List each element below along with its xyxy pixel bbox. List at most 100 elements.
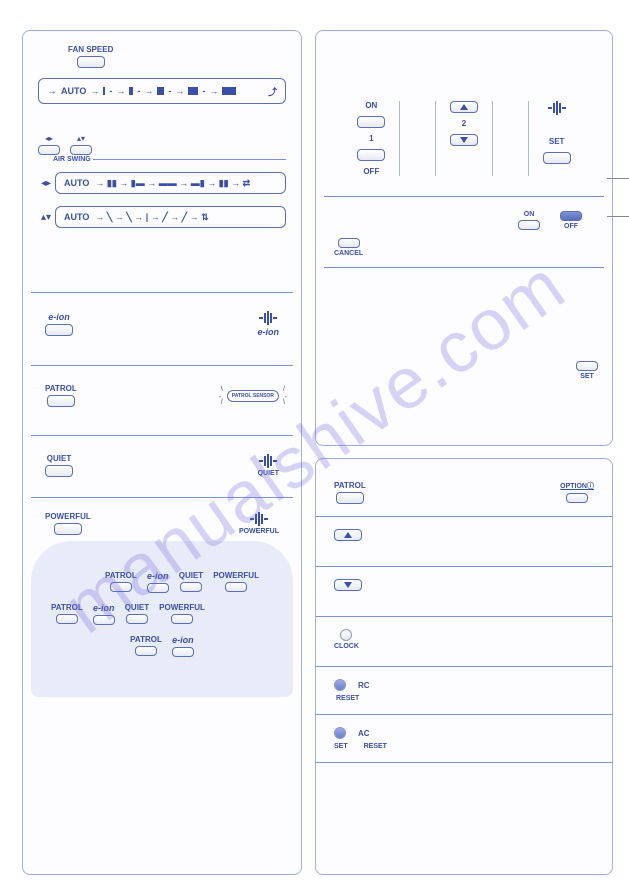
swing-v-auto: AUTO [64, 212, 89, 222]
cancel-label: CANCEL [334, 250, 363, 257]
combo3-patrol-button[interactable] [135, 646, 157, 656]
rb-ac-reset-label: RESET [364, 743, 387, 750]
combo2-powerful-label: POWERFUL [159, 603, 205, 612]
combo3-eion-button[interactable] [172, 647, 194, 657]
rb-clock-label: CLOCK [334, 643, 359, 650]
combo3-patrol-label: PATROL [130, 635, 162, 644]
combo2-eion-label: e-ion [93, 603, 115, 613]
combo2-patrol-button[interactable] [56, 614, 78, 624]
set2-button[interactable] [576, 361, 598, 371]
combo1-quiet-label: QUIET [179, 571, 203, 580]
timer-1-label: 1 [369, 134, 373, 143]
right-top-panel: ON 1 OFF 2 SET ON [315, 30, 613, 446]
timer-on-label: ON [365, 101, 377, 110]
timer-up-button[interactable] [450, 101, 478, 113]
patrol-option-row: PATROL OPTIONⓘ [316, 459, 612, 517]
powerful-section: POWERFUL POWERFUL [23, 498, 301, 541]
rb-rc-label: RC [358, 681, 370, 690]
vertical-arrows-icon: ▴▾ [41, 212, 51, 223]
fan-speed-section: FAN SPEED [23, 31, 301, 68]
swing-vertical-bar: AUTO → ╲ → ╲ → | → ╱ → ╱ → ⇅ [55, 206, 286, 228]
quiet-indicator-icon [259, 454, 277, 468]
powerful-label: POWERFUL [45, 512, 91, 521]
combo2-quiet-button[interactable] [126, 614, 148, 624]
eion-button[interactable] [45, 324, 73, 336]
rb-ac-button[interactable] [334, 727, 346, 739]
combo2-patrol-label: PATROL [51, 603, 83, 612]
quiet-section: QUIET QUIET [23, 436, 301, 495]
switch-on-button[interactable] [518, 220, 540, 230]
eion-label: e-ion [48, 312, 70, 322]
powerful-indicator-icon [250, 512, 268, 526]
timer-section: ON 1 OFF 2 SET [316, 31, 612, 196]
margin-mark-bot [607, 216, 629, 218]
swing-horizontal-button[interactable] [38, 145, 60, 155]
rb-down-button[interactable] [334, 579, 362, 591]
air-swing-section: ◂▸ ▴▾ [23, 114, 301, 159]
rb-patrol-label: PATROL [334, 481, 366, 490]
onoff-section: ON OFF CANCEL [316, 197, 612, 267]
combo1-patrol-label: PATROL [105, 571, 137, 580]
combo2-eion-button[interactable] [93, 615, 115, 625]
timer-down-button[interactable] [450, 134, 478, 146]
timer-off-button[interactable] [357, 149, 385, 161]
combo1-powerful-label: POWERFUL [213, 571, 259, 580]
rb-rc-button[interactable] [334, 679, 346, 691]
switch-off-label: OFF [564, 223, 578, 230]
rb-up-button[interactable] [334, 529, 362, 541]
fan-speed-label: FAN SPEED [68, 45, 113, 54]
swing-horizontal-bar: AUTO → ▮▮ → ▮▬ → ▬▬ → ▬▮ → ▮▮ → ⇄ [55, 172, 286, 194]
swing-h-auto: AUTO [64, 178, 89, 188]
rb-down-row [316, 567, 612, 617]
timer-set-indicator-icon [548, 101, 566, 115]
powerful-button[interactable] [54, 523, 82, 535]
timer-2-label: 2 [462, 119, 466, 128]
patrol-label: PATROL [45, 384, 77, 393]
horizontal-arrows-icon: ◂▸ [41, 178, 51, 189]
powerful-indicator-label: POWERFUL [239, 528, 279, 535]
combo2-quiet-label: QUIET [125, 603, 149, 612]
rb-option-button[interactable] [566, 493, 588, 503]
rb-ac-row: AC SET RESET [316, 715, 612, 763]
fan-speed-bar: → AUTO →- →- →- →- → ⤴ [38, 78, 286, 104]
quiet-button[interactable] [45, 465, 73, 477]
eion-indicator-label: e-ion [258, 327, 280, 337]
quiet-label: QUIET [47, 454, 71, 463]
combo1-eion-label: e-ion [147, 571, 169, 581]
eion-indicator-icon [259, 311, 277, 325]
rb-clock-button[interactable] [340, 629, 352, 641]
timer-on-button[interactable] [357, 116, 385, 128]
air-swing-label: AIR SWING [51, 156, 93, 163]
quiet-indicator-label: QUIET [258, 470, 279, 477]
margin-mark-top [607, 178, 629, 180]
rb-clock-row: CLOCK [316, 617, 612, 667]
rb-patrol-button[interactable] [336, 492, 364, 504]
patrol-button[interactable] [47, 395, 75, 407]
combo1-powerful-button[interactable] [225, 582, 247, 592]
timer-set-button[interactable] [543, 152, 571, 164]
switch-off-button[interactable] [560, 211, 582, 221]
right-bottom-panel: PATROL OPTIONⓘ CLOCK RC RESET AC SET [315, 458, 613, 875]
rb-up-row [316, 517, 612, 567]
rb-rc-row: RC RESET [316, 667, 612, 715]
combo1-eion-button[interactable] [147, 583, 169, 593]
switch-on-label: ON [524, 211, 535, 218]
combo3-eion-label: e-ion [172, 635, 194, 645]
combo-section: PATROL e-ion QUIET POWERFUL PATROL e-ion… [31, 541, 293, 697]
patrol-section: PATROL PATROL SENSOR - - \ / / \ [23, 366, 301, 425]
timer-set-label: SET [549, 137, 565, 146]
patrol-sensor-indicator: PATROL SENSOR [227, 390, 279, 402]
combo2-powerful-button[interactable] [171, 614, 193, 624]
left-panel: FAN SPEED → AUTO →- →- →- →- → ⤴ ◂▸ ▴▾ A… [22, 30, 302, 875]
combo1-quiet-button[interactable] [180, 582, 202, 592]
fan-speed-button[interactable] [77, 56, 105, 68]
rb-ac-label: AC [358, 729, 370, 738]
rb-ac-set-label: SET [334, 743, 348, 750]
swing-vertical-button[interactable] [70, 145, 92, 155]
fan-auto-label: AUTO [61, 86, 86, 96]
cancel-button[interactable] [338, 238, 360, 248]
rb-option-label: OPTIONⓘ [560, 481, 594, 491]
rb-empty-row [316, 763, 612, 823]
timer-off-label: OFF [363, 167, 379, 176]
combo1-patrol-button[interactable] [110, 582, 132, 592]
